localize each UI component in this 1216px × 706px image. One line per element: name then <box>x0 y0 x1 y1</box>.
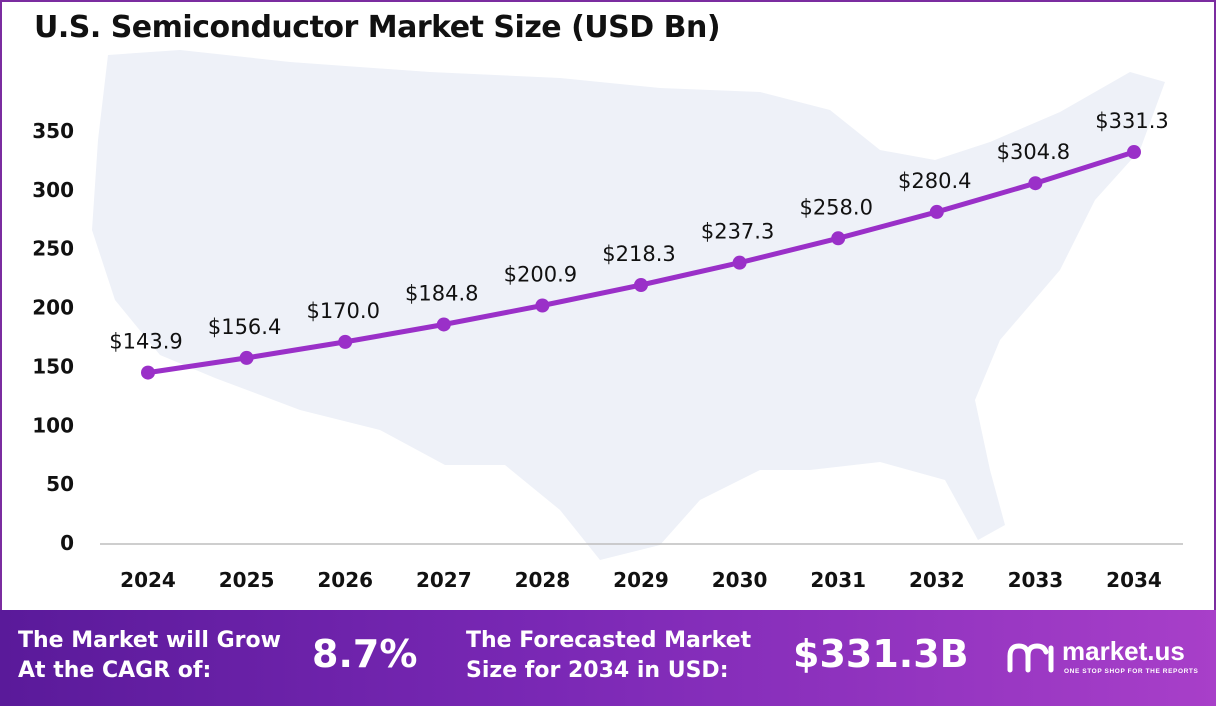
footer-banner: The Market will Grow At the CAGR of: 8.7… <box>0 610 1216 706</box>
x-tick-label: 2028 <box>515 568 571 592</box>
brand-name: market.us <box>1062 636 1185 666</box>
x-tick-label: 2034 <box>1106 568 1162 592</box>
y-tick-label: 0 <box>60 531 74 555</box>
y-tick-label: 350 <box>32 119 74 143</box>
us-map-background <box>92 50 1165 560</box>
data-label: $331.3 <box>1095 109 1168 133</box>
y-tick-label: 50 <box>46 472 74 496</box>
market-us-logo-icon <box>1007 643 1054 673</box>
cagr-value: 8.7% <box>312 632 418 676</box>
data-point <box>831 231 846 246</box>
data-point <box>141 365 155 380</box>
data-label: $237.3 <box>701 220 774 244</box>
x-tick-label: 2026 <box>317 568 373 592</box>
data-point <box>732 255 747 270</box>
x-tick-label: 2024 <box>120 568 176 592</box>
data-label: $184.8 <box>405 281 478 305</box>
cagr-label: The Market will Grow At the CAGR of: <box>18 628 281 683</box>
brand-logo: market.us ONE STOP SHOP FOR THE REPORTS <box>1006 636 1206 686</box>
data-label: $200.9 <box>504 263 577 287</box>
x-tick-label: 2031 <box>810 568 866 592</box>
data-label: $156.4 <box>208 315 281 339</box>
forecast-value: $331.3B <box>793 632 969 676</box>
data-point <box>535 298 550 313</box>
y-tick-label: 150 <box>32 354 74 378</box>
x-tick-label: 2027 <box>416 568 472 592</box>
y-tick-label: 300 <box>32 178 74 202</box>
x-tick-label: 2025 <box>219 568 275 592</box>
data-label: $170.0 <box>306 299 379 323</box>
chart-title: U.S. Semiconductor Market Size (USD Bn) <box>34 10 721 45</box>
data-point <box>239 350 254 365</box>
data-label: $280.4 <box>898 169 971 193</box>
line-chart: 0 50 100 150 200 250 300 350 2024 2025 2026 2027 20… <box>32 50 1183 592</box>
data-label: $258.0 <box>799 195 872 219</box>
data-point <box>436 317 451 332</box>
data-label: $143.9 <box>109 330 182 354</box>
y-tick-label: 200 <box>32 296 74 320</box>
x-tick-label: 2032 <box>909 568 965 592</box>
data-point <box>634 278 648 293</box>
data-label: $218.3 <box>602 242 675 266</box>
x-tick-label: 2030 <box>712 568 768 592</box>
data-point <box>1127 145 1141 160</box>
x-tick-label: 2029 <box>613 568 669 592</box>
data-point <box>929 204 944 219</box>
data-point <box>338 334 353 349</box>
brand-tagline: ONE STOP SHOP FOR THE REPORTS <box>1064 668 1199 675</box>
y-tick-label: 250 <box>32 237 74 261</box>
x-tick-label: 2033 <box>1008 568 1064 592</box>
data-point <box>1028 176 1043 191</box>
data-label: $304.8 <box>997 140 1070 164</box>
y-tick-label: 100 <box>32 413 74 437</box>
forecast-label: The Forecasted Market Size for 2034 in U… <box>466 628 752 683</box>
